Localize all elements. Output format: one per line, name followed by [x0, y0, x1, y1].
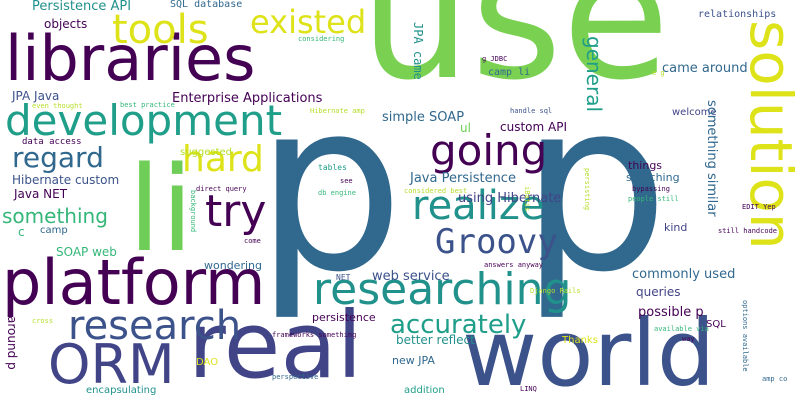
cloud-word: LINQ: [520, 385, 537, 393]
cloud-word: try: [205, 186, 267, 237]
cloud-word: kind: [664, 221, 688, 234]
cloud-word: iBatis: [523, 186, 531, 212]
cloud-word: c: [18, 225, 25, 239]
cloud-word: data access: [22, 137, 82, 147]
cloud-word: options available: [741, 300, 749, 372]
cloud-word: better reflect: [396, 333, 475, 347]
cloud-word: Thanks: [562, 335, 598, 346]
cloud-word: web service: [372, 269, 450, 284]
cloud-word: use: [360, 0, 670, 119]
cloud-word: accurately: [390, 310, 527, 340]
cloud-word: objects: [44, 17, 88, 31]
cloud-word: direct query: [196, 185, 247, 193]
cloud-word: Persistence API: [32, 0, 132, 14]
cloud-word: Java Persistence: [410, 171, 516, 186]
cloud-word: platform: [2, 246, 266, 319]
cloud-word: perspective: [272, 373, 319, 381]
cloud-word: SOAP web: [56, 245, 117, 259]
cloud-word: Enterprise Applications: [172, 91, 323, 106]
cloud-word: tables: [318, 163, 347, 172]
cloud-word: wondering: [204, 259, 262, 272]
cloud-word: way: [682, 335, 695, 343]
cloud-word: simple SOAP: [382, 110, 465, 125]
cloud-word: DAO: [196, 357, 219, 368]
cloud-word: handle sql: [510, 107, 553, 115]
cloud-word: answers anyway: [484, 261, 544, 269]
cloud-word: searching: [626, 171, 680, 184]
cloud-word: people still: [628, 195, 679, 203]
cloud-word: available via: [654, 325, 709, 333]
cloud-word: persistence: [312, 311, 376, 324]
cloud-word: still handcode: [718, 227, 778, 235]
cloud-word: commonly used: [632, 267, 736, 282]
cloud-word: db engine: [318, 189, 356, 197]
cloud-word: solution: [737, 20, 800, 250]
cloud-word: e g: [652, 69, 665, 77]
cloud-word: Hibernate custom: [12, 173, 120, 187]
cloud-word: going: [430, 126, 548, 175]
cloud-word: considering: [298, 35, 345, 43]
cloud-word: amp co: [762, 375, 788, 383]
cloud-word: EDIT Yep: [742, 203, 776, 211]
cloud-word: regard: [12, 141, 104, 174]
cloud-word: researching: [313, 264, 572, 315]
cloud-word: libraries: [5, 22, 256, 95]
cloud-word: research: [68, 303, 242, 349]
cloud-word: queries: [636, 285, 681, 299]
cloud-word: p: [520, 51, 670, 324]
cloud-word: world: [462, 300, 716, 400]
cloud-word: hard: [182, 139, 264, 180]
cloud-word: JPA came: [411, 22, 425, 80]
cloud-word: camp: [40, 225, 68, 236]
cloud-word: considered best: [404, 187, 468, 195]
cloud-word: frameworks something: [272, 331, 357, 339]
cloud-word: p: [255, 51, 405, 324]
cloud-word: Groovy: [435, 222, 558, 262]
cloud-word: li: [128, 140, 194, 278]
cloud-word: come: [244, 237, 261, 245]
cloud-word: possible p: [638, 305, 704, 320]
cloud-word: ul: [460, 121, 471, 135]
cloud-word: tools: [112, 7, 209, 53]
cloud-word: cross: [32, 317, 54, 325]
cloud-word: realize: [412, 183, 545, 229]
cloud-word: JPA Java: [12, 89, 60, 103]
cloud-word: new JPA: [392, 354, 435, 367]
cloud-word: Java NET: [14, 187, 68, 201]
cloud-word: best practice: [120, 101, 175, 109]
cloud-word: encapsulating: [86, 385, 157, 396]
cloud-word: SQL database: [170, 0, 243, 10]
cloud-word: Django Rails: [530, 287, 581, 295]
cloud-word: relationships: [698, 9, 777, 20]
cloud-word: came around: [662, 61, 748, 76]
cloud-word: g JDBC: [482, 55, 508, 63]
cloud-word: SQL: [706, 319, 726, 330]
cloud-word: addition: [404, 385, 445, 396]
cloud-word: even thought: [32, 102, 83, 110]
cloud-word: NET: [336, 273, 351, 282]
cloud-word: something similar: [704, 100, 719, 217]
cloud-word: real: [188, 292, 363, 399]
cloud-word: general: [582, 36, 606, 113]
cloud-word: welcome: [672, 107, 717, 118]
cloud-word: see: [340, 177, 353, 185]
cloud-word: around p: [5, 316, 19, 370]
cloud-word: ORM: [48, 333, 175, 396]
cloud-word: custom API: [500, 120, 567, 134]
cloud-word: suggested: [180, 147, 233, 158]
cloud-word: Hibernate amp: [310, 107, 365, 115]
cloud-word: background: [189, 190, 197, 233]
cloud-word: using Hibernate: [458, 191, 562, 206]
cloud-word: bypassing: [632, 185, 670, 193]
cloud-word: camp li: [488, 67, 531, 78]
cloud-word: things: [628, 159, 663, 172]
cloud-word: development: [5, 96, 283, 145]
cloud-word: something: [2, 204, 108, 228]
cloud-word: existed: [250, 3, 367, 41]
cloud-word: persisting: [583, 168, 591, 211]
